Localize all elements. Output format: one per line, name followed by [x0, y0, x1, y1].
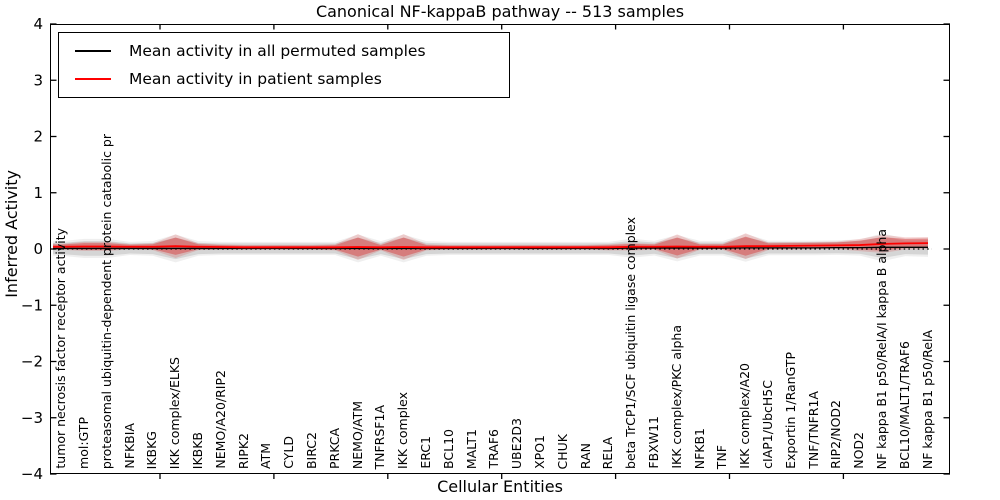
x-tick-label: TNF/TNFR1A: [805, 391, 821, 469]
legend-line-patient-icon: [75, 78, 111, 80]
x-tick-label: mol:GTP: [75, 417, 91, 469]
legend-label-patient: Mean activity in patient samples: [129, 70, 382, 88]
y-tick-label: 3: [33, 71, 43, 89]
y-tick-label: 1: [33, 184, 43, 202]
x-tick-label: RIPK2: [235, 432, 251, 469]
x-tick-label: MALT1: [463, 428, 479, 469]
x-tick-label: IKK complex: [395, 391, 411, 469]
x-tick-label: TNF: [714, 444, 730, 469]
legend-item-patient: Mean activity in patient samples: [59, 66, 509, 92]
x-tick-label: BCL10: [440, 429, 456, 469]
x-tick-label: proteasomal ubiquitin-dependent protein …: [98, 133, 114, 469]
x-tick-label: PRKCA: [326, 427, 342, 469]
x-tick-label: tumor necrosis factor receptor activity: [53, 228, 69, 469]
y-tick-label: −1: [21, 296, 43, 314]
legend: Mean activity in all permuted samples Me…: [58, 32, 510, 98]
x-tick-label: CYLD: [281, 436, 297, 469]
chart-title: Canonical NF-kappaB pathway -- 513 sampl…: [315, 2, 685, 21]
x-tick-label: RAN: [577, 442, 593, 469]
legend-line-permuted-icon: [75, 50, 111, 52]
y-tick-label: 4: [33, 15, 43, 33]
x-tick-label: NFKBIA: [121, 423, 137, 469]
x-tick-label: NOD2: [851, 432, 867, 469]
x-tick-label: IKBKG: [144, 430, 160, 469]
x-tick-label: FBXW11: [645, 416, 661, 469]
legend-label-permuted: Mean activity in all permuted samples: [129, 42, 426, 60]
x-tick-label: BIRC2: [303, 431, 319, 469]
x-tick-label: cIAP1/UbcH5C: [759, 380, 775, 469]
y-tick-label: 2: [33, 128, 43, 146]
y-tick-label: −3: [21, 409, 43, 427]
x-tick-label: BCL10/MALT1/TRAF6: [896, 340, 912, 469]
y-axis-label: Inferred Activity: [2, 170, 21, 298]
x-tick-label: RELA: [600, 436, 616, 469]
x-tick-label: Exportin 1/RanGTP: [782, 352, 798, 469]
x-tick-label: NEMO/ATM: [349, 400, 365, 469]
y-tick-label: −4: [21, 465, 43, 483]
x-tick-label: UBE2D3: [509, 417, 525, 469]
x-tick-label: NF kappa B1 p50/RelA/I kappa B alpha: [873, 228, 889, 469]
x-tick-label: IKK complex/PKC alpha: [668, 325, 684, 469]
x-axis-label: Cellular Entities: [437, 477, 563, 496]
x-tick-label: IKK complex/A20: [737, 363, 753, 469]
x-tick-label: XPO1: [531, 435, 547, 469]
x-tick-label: RIP2/NOD2: [828, 400, 844, 469]
x-tick-label: TNFRSF1A: [372, 404, 388, 470]
x-tick-label: IKBKB: [189, 431, 205, 469]
y-tick-label: −2: [21, 353, 43, 371]
y-tick-label: 0: [33, 240, 43, 258]
legend-item-permuted: Mean activity in all permuted samples: [59, 38, 509, 64]
x-tick-label: TRAF6: [486, 429, 502, 469]
x-tick-label: NEMO/A20/RIP2: [212, 370, 228, 469]
x-tick-label: CHUK: [554, 433, 570, 469]
x-tick-label: ATM: [258, 442, 274, 469]
x-tick-label: beta TrCP1/SCF ubiquitin ligase complex: [623, 217, 639, 469]
x-tick-label: IKK complex/ELKS: [167, 356, 183, 469]
x-tick-label: NFKB1: [691, 427, 707, 469]
x-tick-label: ERC1: [417, 436, 433, 469]
x-tick-label: NF kappa B1 p50/RelA: [919, 329, 935, 469]
